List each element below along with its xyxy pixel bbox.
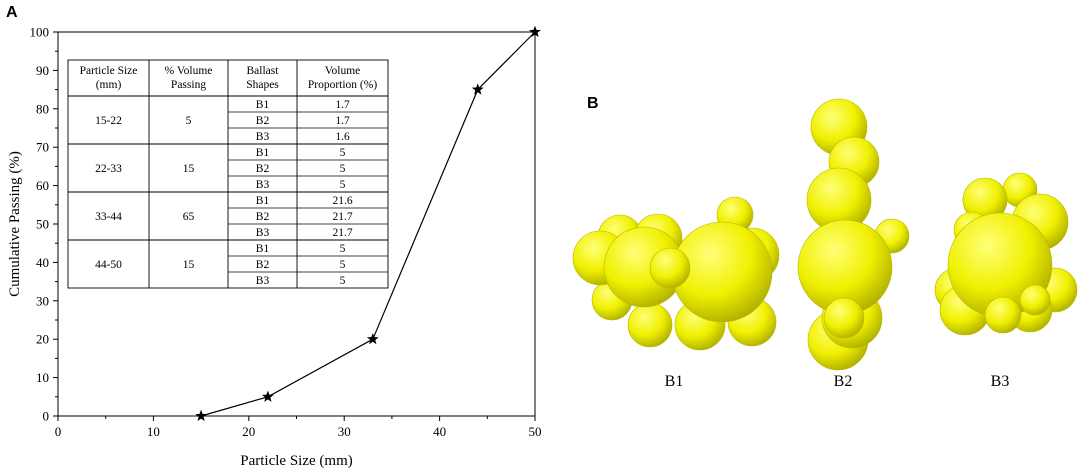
table-cell-proportion: 5	[340, 163, 346, 175]
sphere	[649, 247, 691, 289]
table-cell-proportion: 1.7	[335, 115, 350, 127]
panel-letter-a: A	[6, 4, 18, 21]
table-cell-proportion: 5	[340, 179, 346, 191]
table-cell-shape: B3	[256, 131, 270, 143]
x-axis-title: Particle Size (mm)	[240, 453, 352, 469]
y-tick-label: 10	[36, 370, 49, 385]
y-tick-label: 30	[36, 293, 49, 308]
table-header-line2: (mm)	[96, 79, 122, 91]
table-cell-size: 15-22	[95, 115, 122, 127]
table-cell-shape: B1	[256, 195, 270, 207]
table-cell-proportion: 1.7	[335, 99, 350, 111]
table-header-line1: % Volume	[165, 65, 213, 77]
ballast-b3	[934, 172, 1078, 336]
table-cell-shape: B1	[256, 99, 270, 111]
y-tick-label: 20	[36, 332, 49, 347]
table-cell-shape: B2	[256, 115, 270, 127]
table-cell-proportion: 5	[340, 259, 346, 271]
data-point-star	[261, 390, 274, 402]
table-cell-proportion: 21.7	[332, 211, 352, 223]
ballast-b2	[797, 98, 910, 371]
y-tick-label: 80	[36, 101, 49, 116]
data-point-star	[471, 83, 484, 95]
table-cell-proportion: 1.6	[335, 131, 350, 143]
y-tick-label: 90	[36, 63, 49, 78]
y-tick-label: 100	[30, 25, 50, 40]
panel-letter-b: B	[587, 95, 599, 112]
sphere	[1019, 284, 1051, 316]
y-tick-label: 50	[36, 217, 49, 232]
table-header-line1: Ballast	[247, 65, 280, 77]
table-header-line2: Shapes	[246, 79, 279, 91]
table-cell-proportion: 21.6	[332, 195, 352, 207]
x-tick-label: 30	[338, 424, 351, 439]
x-tick-label: 10	[147, 424, 160, 439]
sphere	[627, 302, 673, 348]
table-cell-shape: B1	[256, 147, 270, 159]
x-tick-label: 50	[529, 424, 542, 439]
y-tick-label: 60	[36, 178, 49, 193]
sphere	[984, 296, 1022, 334]
table-cell-shape: B3	[256, 179, 270, 191]
x-tick-label: 0	[55, 424, 62, 439]
table-cell-proportion: 5	[340, 147, 346, 159]
data-point-star	[366, 333, 379, 345]
plot-area: 0 10 20 30 40 50 0 10 20 30 40 50 60 70 80 90 100 Particl…	[7, 25, 542, 470]
data-point-star	[529, 25, 541, 38]
table-cell-proportion: 21.7	[332, 227, 352, 239]
table-cell-shape: B3	[256, 227, 270, 239]
ballast-b1	[572, 196, 780, 351]
y-tick-label: 0	[43, 409, 50, 424]
inset-table: Particle Size (mm) % Volume Passing Ballast S…	[67, 59, 389, 289]
table-cell-shape: B2	[256, 211, 270, 223]
shape-label: B1	[665, 373, 684, 390]
table-header-line2: Proportion (%)	[308, 79, 377, 91]
y-tick-label: 40	[36, 255, 49, 270]
x-tick-label: 40	[433, 424, 446, 439]
table-header-line2: Passing	[171, 79, 206, 91]
data-point-star	[195, 409, 207, 422]
ballast-shapes: B1 B2 B3	[572, 98, 1078, 390]
table-cell-passing: 15	[183, 163, 195, 175]
table-cell-size: 33-44	[95, 211, 122, 223]
table-header-line1: Particle Size	[80, 65, 138, 77]
table-cell-proportion: 5	[340, 243, 346, 255]
table-cell-proportion: 5	[340, 275, 346, 287]
y-tick-label: 70	[36, 140, 49, 155]
table-cell-size: 22-33	[95, 163, 122, 175]
table-cell-shape: B2	[256, 259, 270, 271]
table-cell-shape: B2	[256, 163, 270, 175]
shape-label: B2	[834, 373, 853, 390]
table-header-line1: Volume	[325, 65, 361, 77]
shape-label: B3	[991, 373, 1010, 390]
table-cell-passing: 15	[183, 259, 195, 271]
table-cell-size: 44-50	[95, 259, 122, 271]
sphere	[823, 297, 865, 339]
table-cell-passing: 65	[183, 211, 195, 223]
y-axis-title: Cumulative Passing (%)	[7, 151, 23, 297]
table-cell-shape: B1	[256, 243, 270, 255]
table-cell-passing: 5	[186, 115, 192, 127]
table-cell-shape: B3	[256, 275, 270, 287]
x-tick-label: 20	[242, 424, 255, 439]
